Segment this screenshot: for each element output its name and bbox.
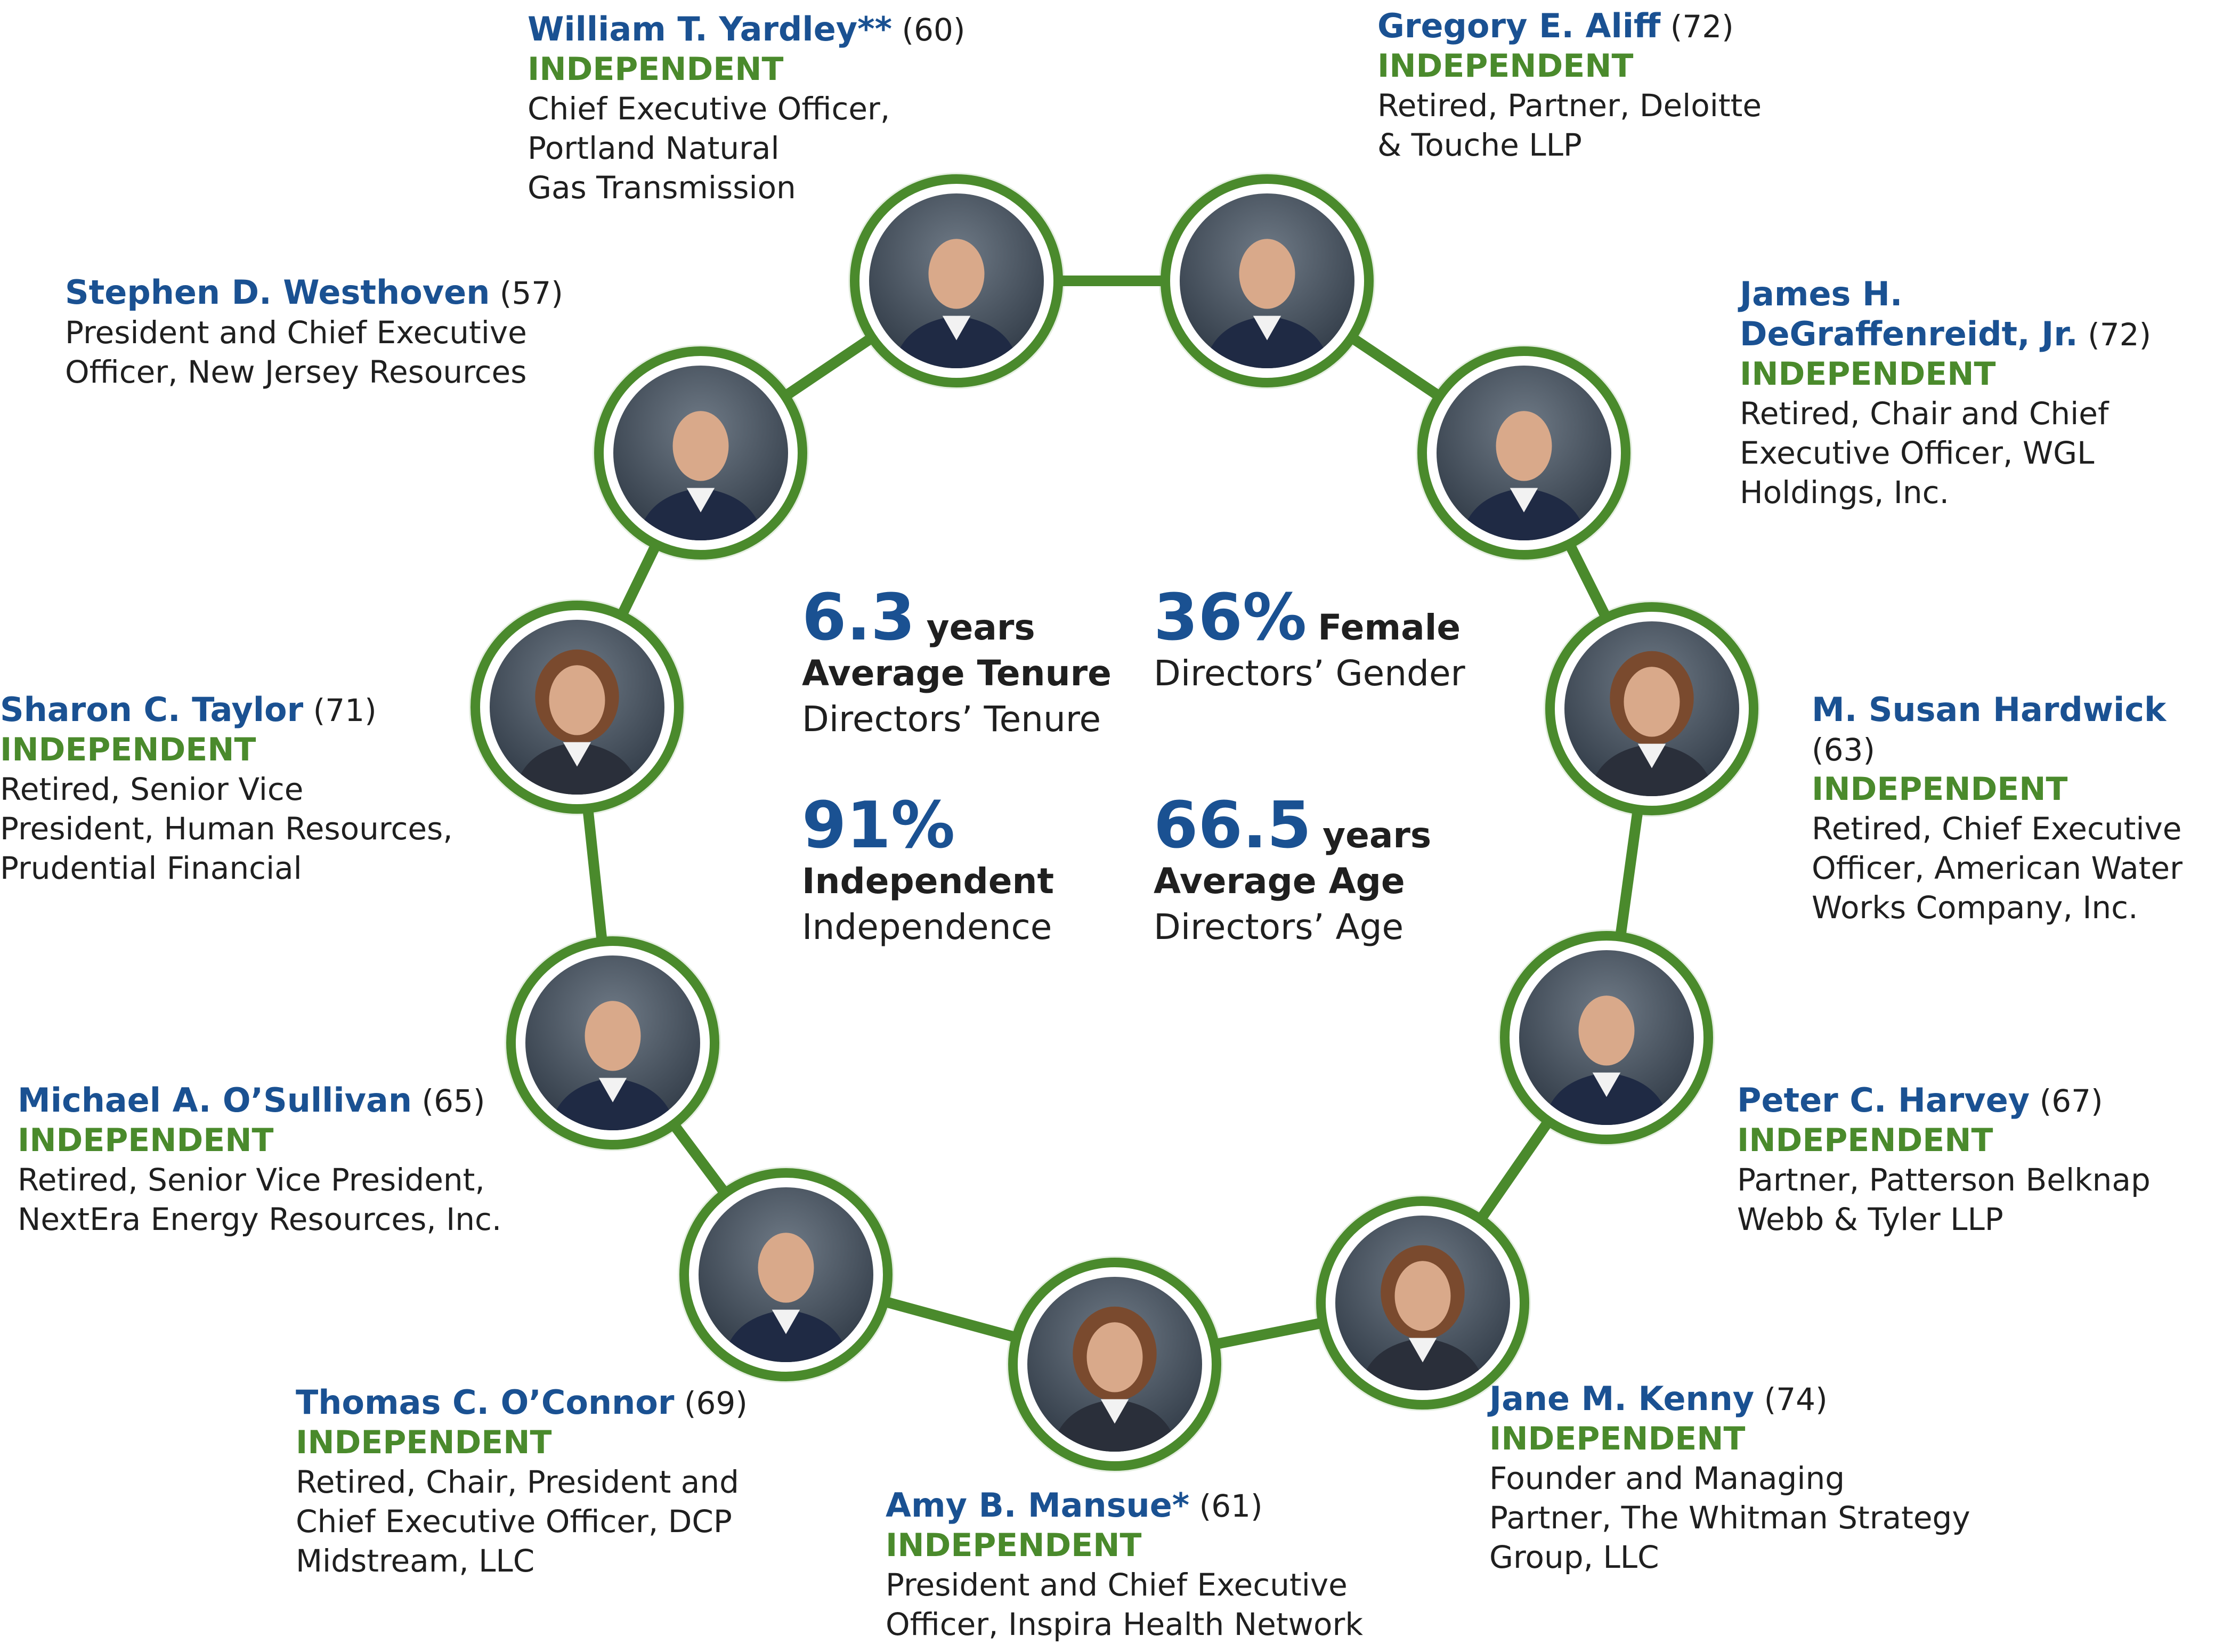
director-role: President and Chief Executive Officer, I… [886, 1567, 1363, 1642]
independent-badge: INDEPENDENT [1740, 355, 1996, 393]
director-name: William T. Yardley** [528, 10, 892, 48]
director-name: Michael A. O’Sullivan [18, 1081, 412, 1120]
director-age: (60) [902, 12, 966, 48]
independent-badge: INDEPENDENT [1489, 1420, 1746, 1457]
director-age: (61) [1199, 1488, 1263, 1524]
independent-badge: INDEPENDENT [0, 731, 256, 768]
stat-value: 6.3 [802, 581, 915, 655]
director-role: Retired, Chief Executive Officer, Americ… [1812, 811, 2183, 926]
director-age: (67) [2039, 1083, 2103, 1119]
director-name: Jane M. Kenny [1489, 1379, 1755, 1418]
stat-gender: 36% Female Directors’ Gender [1154, 586, 1465, 697]
director-role: Retired, Chair, President and Chief Exec… [296, 1464, 739, 1579]
director-age: (57) [499, 275, 563, 311]
portrait-westhoven [594, 346, 807, 560]
woman-portrait-icon [1564, 621, 1739, 796]
independent-badge: INDEPENDENT [886, 1527, 1142, 1564]
stat-sub: Directors’ Gender [1154, 653, 1465, 694]
independent-badge: INDEPENDENT [528, 51, 784, 88]
director-name: Peter C. Harvey [1737, 1081, 2030, 1120]
independent-badge: INDEPENDENT [296, 1424, 552, 1461]
director-aliff: Gregory E. Aliff (72) INDEPENDENT Retire… [1377, 6, 1762, 165]
stat-unit: years [1323, 815, 1432, 856]
stat-value: 36% [1154, 581, 1307, 655]
man-portrait-icon [1437, 366, 1611, 540]
director-osullivan: Michael A. O’Sullivan (65) INDEPENDENT R… [18, 1081, 501, 1239]
man-portrait-icon [613, 366, 788, 540]
stat-label: Independent [802, 861, 1054, 902]
director-role: Founder and Managing Partner, The Whitma… [1489, 1460, 1970, 1575]
independent-badge: INDEPENDENT [1737, 1122, 1993, 1159]
stat-label: Average Age [1154, 861, 1405, 902]
director-name: Thomas C. O’Connor [296, 1383, 675, 1422]
director-oconnor: Thomas C. O’Connor (69) INDEPENDENT Reti… [296, 1383, 748, 1581]
director-hardwick: M. Susan Hardwick (63) INDEPENDENT Retir… [1812, 690, 2231, 927]
man-portrait-icon [525, 955, 700, 1130]
director-kenny: Jane M. Kenny (74) INDEPENDENT Founder a… [1489, 1379, 1970, 1577]
stat-sub: Directors’ Age [1154, 906, 1404, 948]
director-role: President and Chief Executive Officer, N… [65, 314, 527, 390]
director-age: (72) [2088, 317, 2152, 353]
portrait-hardwick [1545, 602, 1758, 815]
director-name: Amy B. Mansue* [886, 1486, 1190, 1525]
director-role: Retired, Senior Vice President, Human Re… [0, 771, 453, 886]
stat-value: 66.5 [1154, 789, 1312, 863]
portrait-oconnor [679, 1168, 893, 1381]
stat-independence: 91% Independent Independence [802, 794, 1054, 950]
stat-label: Average Tenure [802, 653, 1112, 694]
director-role: Retired, Senior Vice President, NextEra … [18, 1162, 502, 1237]
woman-portrait-icon [1335, 1216, 1510, 1390]
director-role: Chief Executive Officer, Portland Natura… [528, 91, 890, 206]
woman-portrait-icon [490, 620, 664, 795]
portrait-mansue [1008, 1258, 1221, 1471]
stat-sub: Directors’ Tenure [802, 699, 1101, 740]
man-portrait-icon [699, 1187, 873, 1362]
director-name: Gregory E. Aliff [1377, 6, 1661, 45]
stat-value: 91% [802, 789, 955, 863]
director-role: Retired, Chair and Chief Executive Offic… [1740, 395, 2109, 511]
portrait-aliff [1161, 174, 1374, 387]
stat-unit: Female [1318, 607, 1461, 648]
woman-portrait-icon [1027, 1277, 1202, 1452]
man-portrait-icon [869, 193, 1044, 368]
director-degraffenreidt: James H. DeGraffenreidt, Jr. (72) INDEPE… [1740, 274, 2151, 512]
director-yardley: William T. Yardley** (60) INDEPENDENT Ch… [528, 10, 966, 207]
director-name: M. Susan Hardwick [1812, 690, 2167, 729]
director-name: Sharon C. Taylor [0, 690, 304, 729]
stat-tenure: 6.3 years Average Tenure Directors’ Tenu… [802, 586, 1112, 742]
portrait-taylor [470, 601, 684, 814]
director-role: Retired, Partner, Deloitte & Touche LLP [1377, 87, 1762, 163]
stat-sub: Independence [802, 906, 1052, 948]
independent-badge: INDEPENDENT [18, 1122, 274, 1159]
director-name: Stephen D. Westhoven [65, 273, 490, 312]
independent-badge: INDEPENDENT [1377, 47, 1634, 85]
director-name: James H. DeGraffenreidt, Jr. [1740, 274, 2078, 353]
portrait-kenny [1316, 1196, 1529, 1410]
director-age: (72) [1670, 9, 1734, 45]
stat-unit: years [926, 607, 1035, 648]
director-age: (65) [421, 1083, 485, 1119]
director-taylor: Sharon C. Taylor (71) INDEPENDENT Retire… [0, 690, 453, 888]
portrait-harvey [1500, 931, 1713, 1144]
director-age: (74) [1764, 1381, 1828, 1418]
man-portrait-icon [1180, 193, 1354, 368]
director-role: Partner, Patterson Belknap Webb & Tyler … [1737, 1162, 2151, 1237]
director-age: (69) [684, 1385, 748, 1421]
director-harvey: Peter C. Harvey (67) INDEPENDENT Partner… [1737, 1081, 2151, 1239]
director-age: (71) [313, 692, 377, 728]
portrait-degraffenreidt [1417, 346, 1630, 560]
director-mansue: Amy B. Mansue* (61) INDEPENDENT Presiden… [886, 1486, 1363, 1644]
portrait-osullivan [506, 936, 719, 1149]
director-westhoven: Stephen D. Westhoven (57) President and … [65, 273, 563, 392]
stat-age: 66.5 years Average Age Directors’ Age [1154, 794, 1431, 950]
independent-badge: INDEPENDENT [1812, 771, 2068, 808]
director-age: (63) [1812, 732, 1876, 768]
man-portrait-icon [1519, 950, 1694, 1125]
